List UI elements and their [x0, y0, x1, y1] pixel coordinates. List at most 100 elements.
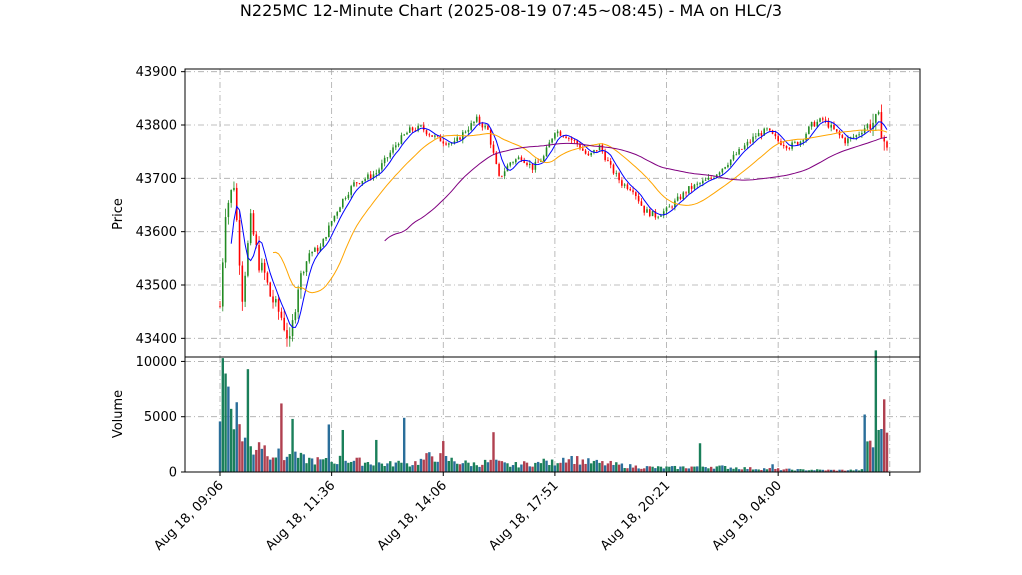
x-tick-label: Aug 18, 14:06	[375, 478, 451, 554]
volume-bar	[679, 466, 682, 472]
volume-bar	[771, 464, 774, 472]
volume-panel-border	[184, 356, 921, 473]
candle-body	[729, 159, 732, 165]
candle-body	[235, 187, 238, 221]
candle-body	[660, 215, 662, 217]
candle-body	[713, 177, 715, 179]
candle-body	[277, 299, 280, 312]
volume-bar	[397, 460, 400, 472]
candle-body	[428, 134, 431, 136]
candle-body	[369, 174, 372, 179]
volume-bar	[274, 457, 278, 472]
price-tick-label: 43600	[136, 225, 177, 240]
candle-body	[886, 141, 888, 148]
volume-bar	[707, 468, 710, 472]
candle-body	[311, 251, 313, 254]
volume-bar	[751, 469, 755, 472]
candle-body	[637, 195, 640, 202]
candle-body	[866, 124, 869, 129]
volume-bar	[333, 463, 336, 472]
candle-body	[724, 167, 726, 169]
candle-body	[749, 141, 752, 143]
candle-body	[333, 215, 336, 222]
volume-bar	[400, 462, 403, 472]
candle-body	[450, 143, 453, 144]
volume-bar	[668, 466, 671, 472]
candle-body	[612, 164, 615, 174]
volume-bar	[656, 466, 660, 472]
candle-body	[464, 131, 467, 133]
candle-body	[768, 128, 771, 131]
volume-bar	[846, 470, 850, 472]
candle-body	[780, 141, 782, 145]
candle-body	[489, 129, 492, 145]
candle-body	[389, 152, 392, 158]
price-tick-label: 43900	[136, 65, 177, 80]
volume-bar	[818, 469, 822, 472]
volume-bar	[857, 470, 861, 472]
candle-body	[395, 145, 397, 148]
volume-bar	[838, 469, 841, 472]
candle-body	[609, 161, 612, 165]
candle-body	[629, 188, 632, 191]
volume-bar	[603, 465, 607, 472]
candle-body	[777, 136, 779, 142]
candle-body	[623, 184, 626, 186]
candle-body	[640, 201, 643, 206]
volume-bar	[617, 464, 621, 472]
candle-body	[584, 150, 587, 154]
volume-bar	[849, 469, 852, 472]
candle-body	[819, 118, 821, 122]
candle-body	[875, 114, 877, 123]
volume-bar	[411, 465, 414, 472]
volume-bar	[841, 469, 844, 472]
candle-body	[590, 152, 592, 156]
volume-bar	[539, 463, 543, 472]
candle-body	[314, 247, 316, 252]
volume-bar	[550, 459, 554, 472]
candle-body	[808, 126, 810, 134]
candle-body	[238, 220, 241, 266]
candle-body	[877, 112, 880, 115]
volume-bar	[238, 424, 241, 472]
volume-bar	[634, 465, 638, 472]
candle-body	[676, 196, 679, 201]
volume-bar	[790, 469, 794, 472]
volume-bar	[595, 459, 598, 472]
volume-axis-label: Volume	[111, 390, 126, 438]
candle-body	[771, 130, 774, 134]
volume-bar	[835, 470, 838, 472]
volume-bar	[260, 448, 264, 472]
candle-body	[671, 206, 673, 208]
candle-body	[269, 282, 272, 297]
volume-bar	[252, 454, 255, 472]
price-plot-area	[185, 69, 920, 357]
volume-bar	[285, 456, 289, 472]
candle-body	[551, 138, 553, 143]
candle-body	[685, 192, 687, 194]
candle-body	[598, 144, 601, 151]
volume-bar	[589, 463, 593, 472]
candle-body	[570, 138, 573, 140]
candle-body	[576, 140, 579, 144]
candle-body	[275, 299, 277, 303]
candle-body	[305, 261, 308, 273]
volume-bar	[609, 460, 612, 472]
candle-body	[774, 133, 777, 137]
volume-bar	[458, 464, 462, 472]
volume-bar	[640, 468, 643, 472]
volume-bar	[355, 457, 358, 472]
volume-bar	[578, 464, 582, 472]
candle-body	[835, 129, 838, 132]
volume-bar	[749, 467, 752, 472]
volume-bar	[489, 459, 492, 472]
volume-bar	[246, 369, 250, 472]
candle-body	[707, 177, 710, 180]
volume-bar	[500, 461, 504, 472]
volume-bar	[885, 432, 889, 472]
volume-bar	[492, 432, 495, 472]
volume-bar	[291, 418, 294, 472]
x-tick-label: Aug 18, 11:36	[263, 478, 339, 554]
candle-body	[735, 154, 738, 156]
candle-body	[520, 157, 523, 161]
